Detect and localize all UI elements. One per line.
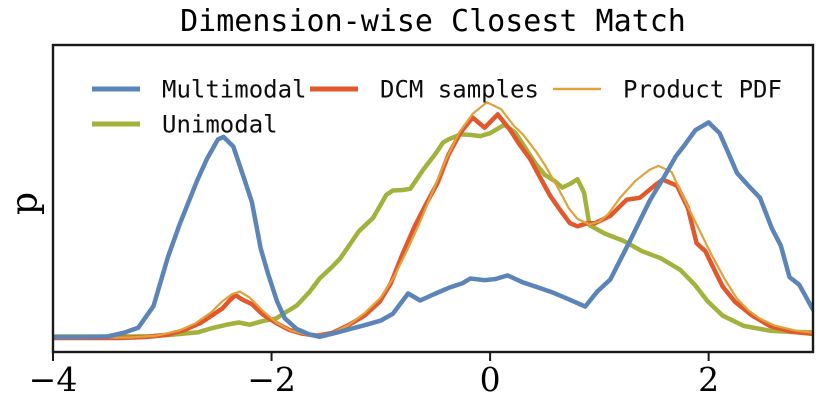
series-line-dcm-samples bbox=[52, 112, 814, 341]
legend-label-multimodal: Multimodal bbox=[162, 76, 307, 104]
series-group bbox=[52, 101, 814, 341]
series-line-unimodal bbox=[52, 122, 814, 339]
series-line-product-pdf bbox=[52, 101, 814, 339]
legend-label-unimodal: Unimodal bbox=[162, 111, 278, 139]
chart-title: Dimension-wise Closest Match bbox=[180, 4, 686, 39]
axes-frame bbox=[51, 43, 815, 354]
x-tick-label: 2 bbox=[698, 360, 719, 399]
series-line-multimodal bbox=[52, 120, 814, 340]
x-tick-label: −4 bbox=[29, 360, 78, 399]
legend-label-dcm-samples: DCM samples bbox=[380, 76, 539, 104]
x-tick-label: −2 bbox=[247, 360, 296, 399]
x-tick-label: 0 bbox=[480, 360, 501, 399]
legend-label-product-pdf: Product PDF bbox=[623, 76, 782, 104]
